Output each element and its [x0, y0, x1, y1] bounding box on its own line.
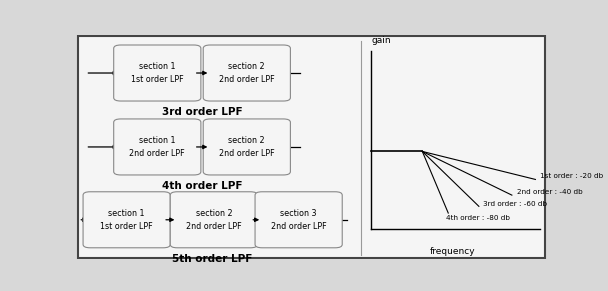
Text: section 1: section 1: [139, 62, 176, 71]
FancyBboxPatch shape: [114, 119, 201, 175]
Text: frequency: frequency: [430, 247, 476, 256]
Text: 2nd order LPF: 2nd order LPF: [186, 222, 241, 231]
Text: section 1: section 1: [139, 136, 176, 145]
Text: 1st order LPF: 1st order LPF: [131, 75, 184, 84]
Text: section 3: section 3: [280, 209, 317, 218]
Text: 4th order : -80 db: 4th order : -80 db: [446, 214, 510, 221]
FancyBboxPatch shape: [203, 45, 291, 101]
Text: 3rd order LPF: 3rd order LPF: [162, 107, 243, 117]
Text: 2nd order LPF: 2nd order LPF: [219, 75, 275, 84]
Text: 3rd order : -60 db: 3rd order : -60 db: [483, 201, 547, 207]
Text: 5th order LPF: 5th order LPF: [173, 254, 253, 264]
Text: section 2: section 2: [229, 136, 265, 145]
Text: gain: gain: [372, 36, 392, 45]
Text: section 1: section 1: [108, 209, 145, 218]
Text: 1st order LPF: 1st order LPF: [100, 222, 153, 231]
Text: section 2: section 2: [196, 209, 232, 218]
FancyBboxPatch shape: [114, 45, 201, 101]
FancyBboxPatch shape: [78, 36, 545, 258]
Text: 2nd order LPF: 2nd order LPF: [219, 149, 275, 158]
Text: 2nd order LPF: 2nd order LPF: [271, 222, 326, 231]
FancyBboxPatch shape: [203, 119, 291, 175]
Text: 2nd order : -40 db: 2nd order : -40 db: [517, 189, 582, 196]
FancyBboxPatch shape: [255, 192, 342, 248]
FancyBboxPatch shape: [83, 192, 170, 248]
Text: section 2: section 2: [229, 62, 265, 71]
Text: 4th order LPF: 4th order LPF: [162, 181, 243, 191]
FancyBboxPatch shape: [170, 192, 257, 248]
Text: 2nd order LPF: 2nd order LPF: [130, 149, 185, 158]
Text: 1st order : -20 db: 1st order : -20 db: [540, 173, 603, 179]
